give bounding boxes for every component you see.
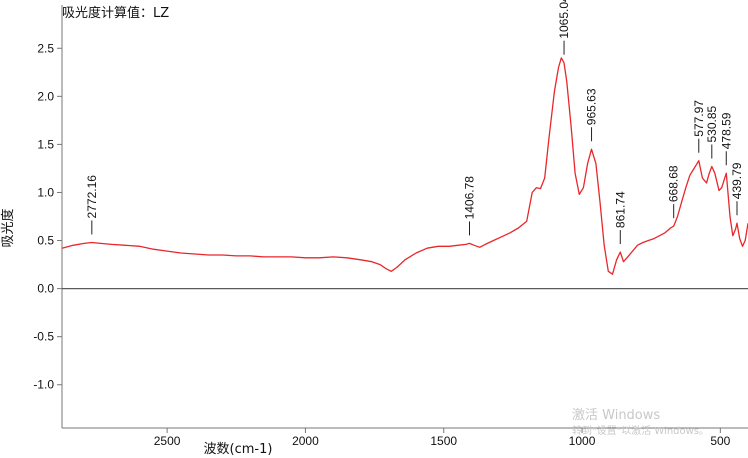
y-tick-label: 2.5: [37, 41, 54, 55]
plot-area: [61, 57, 748, 275]
peak-label: 2772.16: [85, 175, 99, 219]
peak-label: 1065.04: [557, 0, 571, 39]
y-tick-label: 0.0: [37, 282, 54, 296]
chart-title: 吸光度计算值：LZ: [62, 5, 169, 21]
peak-label: 668.68: [667, 165, 681, 202]
watermark-title: 激活 Windows: [572, 408, 660, 423]
y-axis: 2.5 2.0 1.5 1.0 0.5 0.0 -0.5 -1.0 吸光度: [0, 5, 63, 428]
x-tick-label: 2000: [292, 434, 319, 448]
peak-label: 965.63: [585, 88, 599, 125]
y-tick-label: 1.0: [37, 185, 54, 199]
peak-label: 861.74: [613, 191, 627, 228]
y-tick-label: 0.5: [37, 234, 54, 248]
x-axis-title: 波数(cm-1): [204, 442, 273, 457]
y-tick-label: -1.0: [33, 378, 54, 392]
peak-label: 439.79: [730, 162, 744, 199]
x-tick-label: 1500: [430, 434, 457, 448]
x-tick-label: 500: [710, 434, 730, 448]
y-tick-label: 1.5: [37, 137, 54, 151]
peak-label: 530.85: [705, 105, 719, 142]
y-tick-label: 2.0: [37, 89, 54, 103]
x-tick-label: 1000: [569, 434, 596, 448]
x-axis: 2500 2000 1500 1000 500 波数(cm-1): [62, 427, 748, 457]
peak-label-group: 2772.16 1406.78 1065.04 965.63 861.74 668.68 5…: [85, 0, 744, 245]
y-tick-label: -0.5: [33, 330, 54, 344]
x-tick-group: 2500 2000 1500 1000 500: [154, 428, 731, 448]
peak-label: 1406.78: [463, 176, 477, 220]
activation-watermark: 激活 Windows 转到"设置"以激活 Windows。: [572, 408, 709, 437]
watermark-subtitle: 转到"设置"以激活 Windows。: [572, 424, 709, 437]
spectrum-series-line: [61, 57, 748, 275]
peak-label: 577.97: [692, 100, 706, 137]
x-tick-label: 2500: [154, 434, 181, 448]
peak-label: 478.59: [719, 112, 733, 149]
y-axis-title: 吸光度: [0, 208, 16, 247]
y-tick-group: 2.5 2.0 1.5 1.0 0.5 0.0 -0.5 -1.0: [33, 41, 62, 392]
